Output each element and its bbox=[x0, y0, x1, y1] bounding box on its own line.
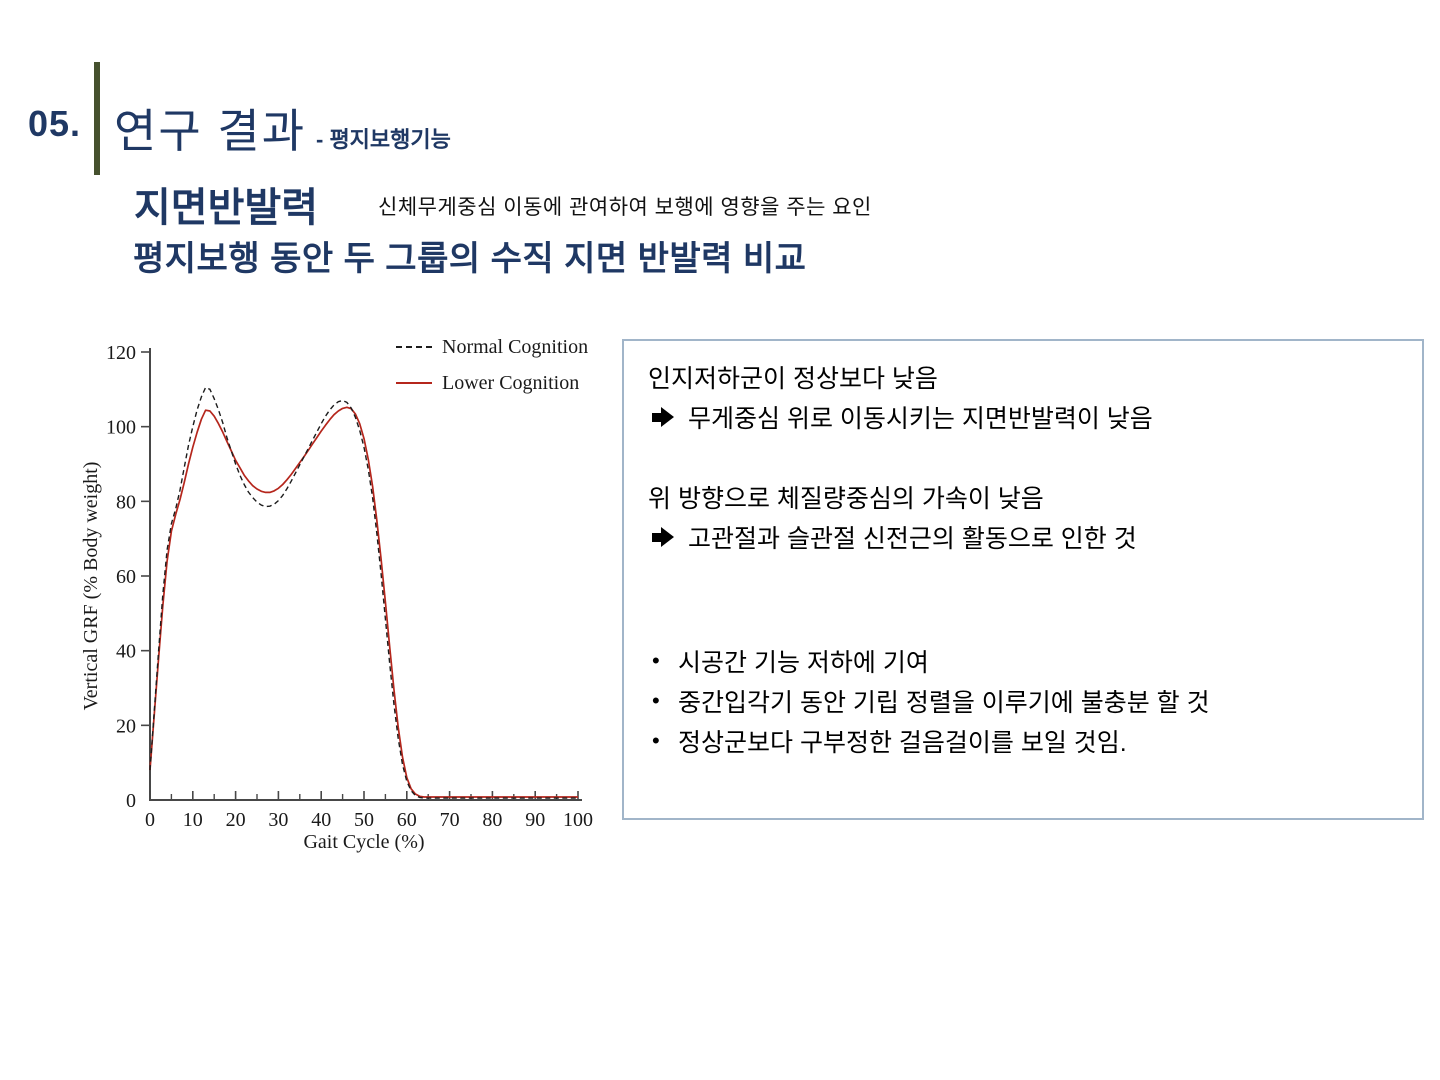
callout-arrow-text: 고관절과 슬관절 신전근의 활동으로 인한 것 bbox=[688, 525, 1137, 553]
callout-bullet: • 시공간 기능 저하에 기여 bbox=[652, 643, 929, 679]
callout-arrow-text: 무게중심 위로 이동시키는 지면반발력이 낮음 bbox=[688, 405, 1153, 433]
series-normal-cognition bbox=[149, 386, 578, 799]
page-title: 연구 결과 bbox=[114, 105, 307, 157]
findings-callout-box: 인지저하군이 정상보다 낮음 무게중심 위로 이동시키는 지면반발력이 낮음 위… bbox=[622, 339, 1424, 820]
y-tick-label: 100 bbox=[106, 417, 136, 439]
right-arrow-icon bbox=[652, 407, 674, 427]
x-tick-label: 30 bbox=[268, 809, 288, 831]
x-tick-label: 60 bbox=[397, 809, 417, 831]
keyword-note: 신체무게중심 이동에 관여하여 보행에 영향을 주는 요인 bbox=[378, 196, 872, 219]
slide-number: 05. bbox=[28, 103, 82, 144]
dashed-line-sample-icon bbox=[396, 346, 432, 348]
chart-legend: Normal Cognition Lower Cognition bbox=[396, 335, 596, 409]
y-tick-label: 80 bbox=[116, 491, 136, 513]
callout-bullet: • 정상군보다 구부정한 걸음걸이를 보일 것임. bbox=[652, 723, 1127, 759]
x-tick-label: 80 bbox=[482, 809, 502, 831]
callout-arrow-line: 고관절과 슬관절 신전근의 활동으로 인한 것 bbox=[652, 519, 1137, 555]
bullet-icon: • bbox=[652, 728, 660, 753]
x-tick-label: 40 bbox=[311, 809, 331, 831]
y-axis-title: Vertical GRF (% Body weight) bbox=[80, 462, 102, 711]
callout-arrow-line: 무게중심 위로 이동시키는 지면반발력이 낮음 bbox=[652, 399, 1153, 435]
y-tick-label: 0 bbox=[126, 790, 136, 812]
x-axis-title: Gait Cycle (%) bbox=[303, 831, 424, 853]
right-arrow-icon bbox=[652, 527, 674, 547]
y-tick-label: 20 bbox=[116, 715, 136, 737]
x-tick-label: 20 bbox=[226, 809, 246, 831]
x-tick-label: 70 bbox=[440, 809, 460, 831]
callout-bullet-text: 시공간 기능 저하에 기여 bbox=[678, 649, 929, 677]
x-tick-label: 90 bbox=[525, 809, 545, 831]
series-lower-cognition bbox=[149, 406, 578, 798]
x-tick-label: 50 bbox=[354, 809, 374, 831]
callout-paragraph: 위 방향으로 체질량중심의 가속이 낮음 bbox=[648, 485, 1044, 513]
callout-bullet-text: 중간입각기 동안 기립 정렬을 이루기에 불충분 할 것 bbox=[678, 689, 1210, 717]
x-tick-label: 100 bbox=[563, 809, 593, 831]
keyword-heading: 지면반발력 bbox=[134, 186, 318, 230]
solid-line-sample-icon bbox=[396, 382, 432, 384]
bullet-icon: • bbox=[652, 688, 660, 713]
callout-bullet: • 중간입각기 동안 기립 정렬을 이루기에 불충분 할 것 bbox=[652, 683, 1210, 719]
callout-bullet-text: 정상군보다 구부정한 걸음걸이를 보일 것임. bbox=[678, 729, 1127, 757]
callout-paragraph: 인지저하군이 정상보다 낮음 bbox=[648, 365, 938, 393]
y-tick-label: 60 bbox=[116, 566, 136, 588]
x-tick-label: 0 bbox=[145, 809, 155, 831]
legend-item-normal-cognition: Normal Cognition bbox=[396, 335, 596, 358]
legend-item-lower-cognition: Lower Cognition bbox=[396, 371, 596, 394]
bullet-icon: • bbox=[652, 648, 660, 673]
legend-label: Lower Cognition bbox=[442, 371, 580, 394]
accent-bar bbox=[94, 62, 100, 175]
legend-label: Normal Cognition bbox=[442, 335, 589, 358]
page-subtitle: - 평지보행기능 bbox=[316, 127, 451, 152]
section-subtitle: 평지보행 동안 두 그룹의 수직 지면 반발력 비교 bbox=[133, 240, 807, 278]
y-tick-label: 40 bbox=[116, 641, 136, 663]
y-tick-label: 120 bbox=[106, 342, 136, 364]
x-tick-label: 10 bbox=[183, 809, 203, 831]
